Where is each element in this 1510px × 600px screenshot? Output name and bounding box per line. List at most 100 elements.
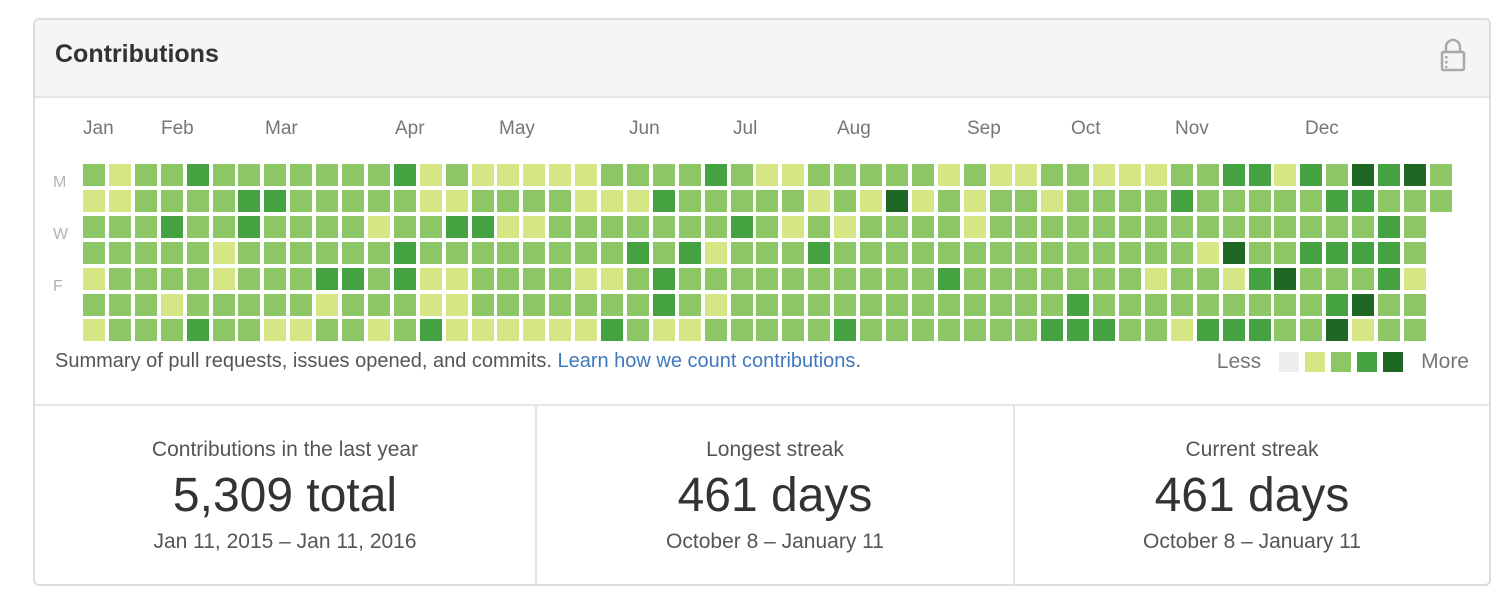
contribution-day-cell[interactable] [808, 293, 831, 316]
contribution-day-cell[interactable] [471, 319, 494, 342]
contribution-day-cell[interactable] [1067, 189, 1090, 212]
contribution-day-cell[interactable] [264, 189, 287, 212]
contribution-day-cell[interactable] [808, 319, 831, 342]
contribution-day-cell[interactable] [1067, 164, 1090, 186]
contribution-day-cell[interactable] [108, 241, 131, 264]
contribution-day-cell[interactable] [1015, 293, 1038, 316]
contribution-day-cell[interactable] [860, 293, 882, 316]
contribution-day-cell[interactable] [83, 293, 105, 316]
contribution-day-cell[interactable] [885, 293, 908, 316]
contribution-day-cell[interactable] [678, 319, 701, 342]
contribution-day-cell[interactable] [212, 189, 235, 212]
contribution-day-cell[interactable] [860, 164, 882, 186]
contribution-day-cell[interactable] [1093, 164, 1116, 186]
contribution-day-cell[interactable] [1041, 241, 1064, 264]
contribution-day-cell[interactable] [393, 164, 416, 186]
contribution-day-cell[interactable] [1378, 241, 1400, 264]
contribution-day-cell[interactable] [160, 293, 183, 316]
contribution-day-cell[interactable] [575, 267, 598, 290]
contribution-day-cell[interactable] [212, 241, 235, 264]
contribution-day-cell[interactable] [730, 241, 753, 264]
contribution-day-cell[interactable] [652, 267, 675, 290]
contribution-day-cell[interactable] [808, 189, 831, 212]
contribution-day-cell[interactable] [782, 215, 805, 238]
contribution-day-cell[interactable] [1352, 293, 1375, 316]
contribution-day-cell[interactable] [1378, 215, 1400, 238]
contribution-day-cell[interactable] [212, 267, 235, 290]
contribution-day-cell[interactable] [1403, 164, 1426, 186]
contribution-day-cell[interactable] [1274, 189, 1297, 212]
contribution-day-cell[interactable] [212, 215, 235, 238]
contribution-day-cell[interactable] [316, 189, 339, 212]
contribution-day-cell[interactable] [989, 241, 1012, 264]
contribution-day-cell[interactable] [834, 164, 857, 186]
contribution-day-cell[interactable] [549, 293, 572, 316]
contribution-day-cell[interactable] [963, 164, 986, 186]
contribution-day-cell[interactable] [575, 293, 598, 316]
contribution-day-cell[interactable] [782, 293, 805, 316]
contribution-day-cell[interactable] [1300, 215, 1323, 238]
contribution-day-cell[interactable] [963, 215, 986, 238]
contribution-day-cell[interactable] [1352, 319, 1375, 342]
contribution-day-cell[interactable] [1326, 189, 1349, 212]
contribution-day-cell[interactable] [575, 241, 598, 264]
contribution-day-cell[interactable] [445, 215, 468, 238]
contribution-day-cell[interactable] [937, 241, 960, 264]
contribution-day-cell[interactable] [730, 215, 753, 238]
contribution-day-cell[interactable] [367, 293, 390, 316]
contribution-day-cell[interactable] [782, 319, 805, 342]
contribution-day-cell[interactable] [834, 189, 857, 212]
contribution-day-cell[interactable] [445, 319, 468, 342]
contribution-day-cell[interactable] [730, 267, 753, 290]
contribution-day-cell[interactable] [626, 164, 649, 186]
contribution-day-cell[interactable] [652, 215, 675, 238]
contribution-day-cell[interactable] [134, 267, 157, 290]
contribution-day-cell[interactable] [160, 267, 183, 290]
contribution-day-cell[interactable] [238, 293, 261, 316]
contribution-day-cell[interactable] [238, 164, 261, 186]
contribution-day-cell[interactable] [1015, 189, 1038, 212]
contribution-day-cell[interactable] [575, 215, 598, 238]
contribution-day-cell[interactable] [1041, 293, 1064, 316]
contribution-day-cell[interactable] [652, 293, 675, 316]
contribution-day-cell[interactable] [989, 189, 1012, 212]
contribution-day-cell[interactable] [704, 319, 727, 342]
contribution-day-cell[interactable] [1248, 164, 1271, 186]
contribution-day-cell[interactable] [1144, 319, 1167, 342]
contribution-day-cell[interactable] [316, 267, 339, 290]
contribution-day-cell[interactable] [134, 215, 157, 238]
contribution-day-cell[interactable] [549, 267, 572, 290]
contribution-day-cell[interactable] [1300, 319, 1323, 342]
contribution-day-cell[interactable] [678, 267, 701, 290]
contribution-day-cell[interactable] [186, 319, 209, 342]
contribution-day-cell[interactable] [419, 189, 442, 212]
contribution-day-cell[interactable] [342, 164, 364, 186]
contribution-day-cell[interactable] [497, 267, 520, 290]
contribution-day-cell[interactable] [601, 164, 623, 186]
contribution-day-cell[interactable] [963, 189, 986, 212]
contribution-day-cell[interactable] [808, 215, 831, 238]
contribution-day-cell[interactable] [1093, 241, 1116, 264]
contribution-day-cell[interactable] [1248, 241, 1271, 264]
contribution-day-cell[interactable] [1222, 267, 1245, 290]
contribution-day-cell[interactable] [1222, 241, 1245, 264]
contribution-day-cell[interactable] [549, 164, 572, 186]
contribution-day-cell[interactable] [963, 293, 986, 316]
contribution-day-cell[interactable] [367, 319, 390, 342]
contribution-day-cell[interactable] [652, 164, 675, 186]
contribution-day-cell[interactable] [937, 293, 960, 316]
contribution-day-cell[interactable] [108, 293, 131, 316]
contribution-day-cell[interactable] [108, 189, 131, 212]
contribution-day-cell[interactable] [238, 267, 261, 290]
contribution-day-cell[interactable] [186, 164, 209, 186]
contribution-day-cell[interactable] [445, 293, 468, 316]
contribution-day-cell[interactable] [1015, 267, 1038, 290]
contribution-day-cell[interactable] [186, 215, 209, 238]
contribution-day-cell[interactable] [393, 241, 416, 264]
contribution-day-cell[interactable] [160, 164, 183, 186]
contribution-day-cell[interactable] [212, 164, 235, 186]
contribution-day-cell[interactable] [860, 319, 882, 342]
contribution-day-cell[interactable] [1300, 164, 1323, 186]
contribution-day-cell[interactable] [160, 241, 183, 264]
contribution-day-cell[interactable] [471, 241, 494, 264]
